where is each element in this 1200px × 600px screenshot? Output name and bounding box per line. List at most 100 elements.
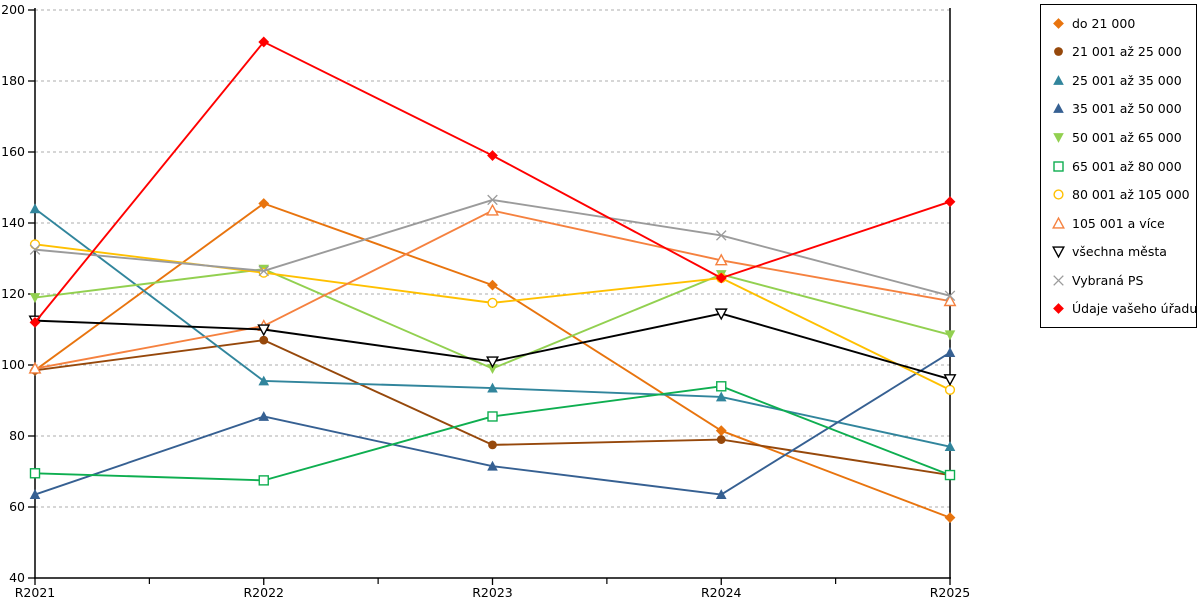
legend-item: 50 001 až 65 000 <box>1050 123 1196 152</box>
circle-open-legend-icon <box>1053 189 1064 200</box>
y-axis-tick-label: 60 <box>9 499 25 514</box>
triangle-up-filled-marker-icon <box>715 391 727 402</box>
diamond-filled-legend-icon <box>1053 17 1064 29</box>
triangle-up-filled-marker-icon <box>1053 74 1064 85</box>
x-axis-tick-label: R2021 <box>15 585 56 600</box>
legend-label: 25 001 až 35 000 <box>1072 72 1182 88</box>
triangle-down-open-marker-icon <box>486 356 499 369</box>
legend-label: 50 001 až 65 000 <box>1072 129 1182 145</box>
legend-item: 35 001 až 50 000 <box>1050 95 1196 124</box>
x-axis-tick-label: R2024 <box>701 585 742 600</box>
triangle-up-open-legend-icon <box>1052 216 1065 229</box>
legend-item: 65 001 až 80 000 <box>1050 152 1196 181</box>
diamond-filled-marker-icon <box>715 425 727 437</box>
y-axis-tick-label: 40 <box>9 570 25 585</box>
x-marker-icon <box>258 265 270 277</box>
legend-label: do 21 000 <box>1072 15 1136 31</box>
triangle-up-filled-marker-icon <box>487 382 498 393</box>
triangle-up-filled-marker-icon <box>258 411 270 421</box>
legend-label: Údaje vašeho úřadu <box>1072 301 1198 317</box>
legend-item: 105 001 a více <box>1050 209 1196 238</box>
legend-item: 21 001 až 25 000 <box>1050 38 1196 67</box>
square-open-marker-icon <box>29 468 41 479</box>
diamond-filled-legend-icon <box>1053 303 1064 315</box>
triangle-up-filled-marker-icon <box>1053 103 1064 114</box>
legend-item: 25 001 až 35 000 <box>1050 66 1196 95</box>
legend-item: Vybraná PS <box>1050 266 1196 295</box>
triangle-up-filled-marker-icon <box>29 489 41 499</box>
series-line <box>34 207 951 448</box>
x-marker-icon <box>944 290 956 302</box>
y-axis-tick-label: 140 <box>1 215 25 230</box>
triangle-up-open-marker-icon <box>943 294 957 307</box>
x-legend-icon <box>1053 274 1064 286</box>
legend-item: všechna města <box>1050 237 1196 266</box>
triangle-up-filled-marker-icon <box>944 347 956 357</box>
diamond-filled-marker-icon <box>715 272 727 284</box>
diamond-filled-marker-icon <box>944 512 956 524</box>
y-axis-tick-label: 80 <box>9 428 25 443</box>
circle-open-marker-icon <box>944 384 956 395</box>
triangle-up-filled-marker-icon <box>29 203 41 214</box>
circle-filled-marker-icon <box>716 435 726 444</box>
x-axis-tick-label: R2025 <box>930 585 971 600</box>
triangle-up-filled-legend-icon <box>1053 103 1064 114</box>
square-open-marker-icon <box>944 469 956 481</box>
y-axis-tick-label: 200 <box>1 2 25 17</box>
circle-filled-legend-icon <box>1054 47 1063 57</box>
triangle-down-open-marker-icon <box>943 374 957 387</box>
square-open-legend-icon <box>1053 160 1064 172</box>
y-axis-tick-label: 180 <box>1 73 25 88</box>
triangle-down-filled-marker-icon <box>1053 133 1064 143</box>
series-35-001-až-50-000 <box>29 347 956 499</box>
legend-label: všechna města <box>1072 244 1167 260</box>
circle-filled-marker-icon <box>259 335 269 345</box>
legend-item: do 21 000 <box>1050 9 1196 38</box>
triangle-down-filled-marker-icon <box>487 364 498 374</box>
legend-label: Vybraná PS <box>1072 272 1144 288</box>
diamond-filled-marker-icon <box>944 196 956 208</box>
legend-label: 35 001 až 50 000 <box>1072 101 1182 117</box>
triangle-down-open-marker-icon <box>1052 246 1065 259</box>
x-marker-icon <box>715 230 727 241</box>
series-25-001-až-35-000 <box>29 203 956 452</box>
circle-filled-marker-icon <box>488 440 497 450</box>
x-axis-tick-label: R2023 <box>472 585 513 600</box>
triangle-up-filled-marker-icon <box>258 375 270 386</box>
triangle-down-open-marker-icon <box>714 308 728 321</box>
triangle-down-filled-marker-icon <box>944 330 956 341</box>
triangle-up-open-marker-icon <box>28 361 42 374</box>
triangle-up-filled-marker-icon <box>944 441 956 452</box>
triangle-down-filled-legend-icon <box>1053 133 1064 143</box>
series-65-001-až-80-000 <box>29 381 956 486</box>
series-vybraná-ps <box>29 194 956 302</box>
x-marker-icon <box>1053 274 1064 286</box>
triangle-up-open-marker-icon <box>486 203 499 216</box>
triangle-down-open-marker-icon <box>257 324 271 337</box>
x-marker-icon <box>29 244 41 255</box>
triangle-up-open-marker-icon <box>714 253 728 266</box>
triangle-down-open-legend-icon <box>1052 246 1065 259</box>
diamond-filled-marker-icon <box>487 279 498 291</box>
triangle-up-filled-marker-icon <box>487 460 498 471</box>
x-marker-icon <box>487 194 498 206</box>
y-axis-tick-label: 120 <box>1 286 25 301</box>
legend-label: 105 001 a více <box>1072 215 1165 231</box>
circle-open-marker-icon <box>1053 189 1064 200</box>
circle-filled-marker-icon <box>1054 47 1063 57</box>
y-axis-tick-label: 160 <box>1 144 25 159</box>
diamond-filled-marker-icon <box>29 317 41 328</box>
triangle-down-filled-marker-icon <box>29 293 41 303</box>
legend-label: 21 001 až 25 000 <box>1072 44 1182 60</box>
legend-item: 80 001 až 105 000 <box>1050 180 1196 209</box>
square-open-marker-icon <box>1053 160 1064 172</box>
diamond-filled-marker-icon <box>487 150 498 161</box>
legend: do 21 000 21 001 až 25 000 25 001 až 35 00… <box>1040 4 1197 328</box>
triangle-up-filled-marker-icon <box>715 489 727 499</box>
square-open-marker-icon <box>258 475 269 486</box>
y-axis-tick-label: 100 <box>1 357 25 372</box>
triangle-up-open-marker-icon <box>1052 216 1065 229</box>
legend-item: Údaje vašeho úřadu <box>1050 294 1198 323</box>
